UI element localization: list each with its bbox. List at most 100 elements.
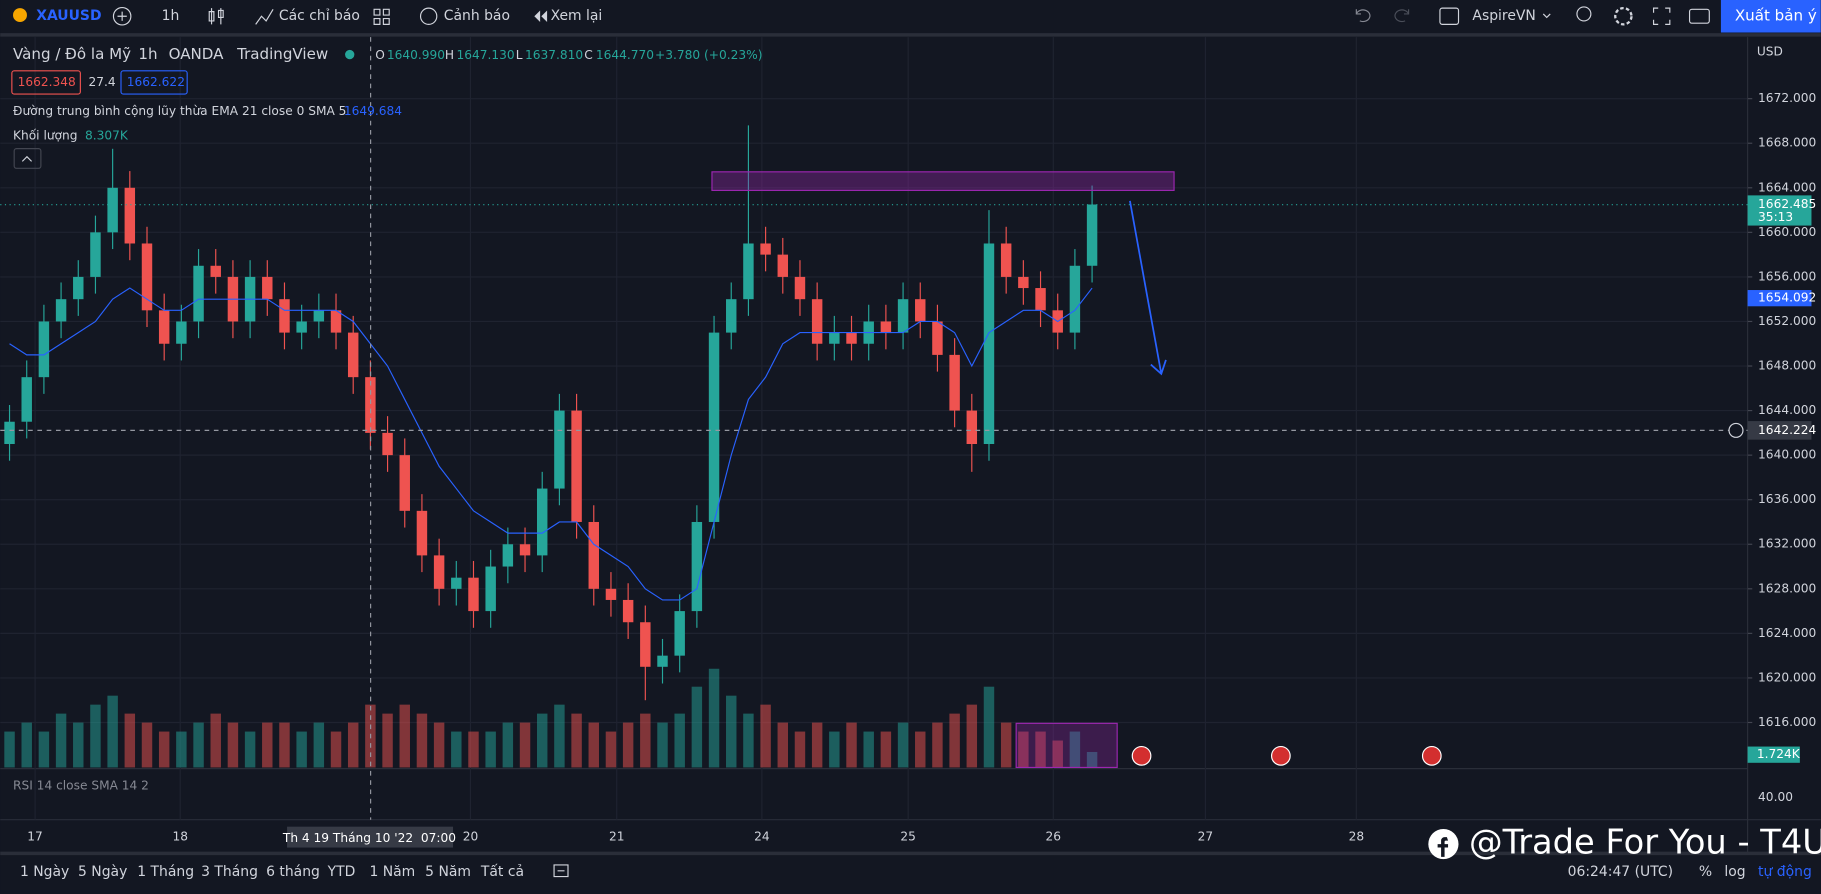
volume-bar — [141, 722, 153, 768]
y-tick-label: 1628.000 — [1758, 581, 1816, 595]
y-tick-label: 1660.000 — [1758, 225, 1816, 239]
facebook-f — [1437, 837, 1449, 857]
range-button[interactable]: 1 Tháng — [137, 864, 194, 880]
volume-bar — [244, 731, 256, 768]
candle-body — [932, 321, 943, 355]
range-button[interactable]: 1 Ngày — [20, 864, 69, 880]
account[interactable]: AspireVN — [1472, 8, 1535, 24]
chart-type-button[interactable] — [208, 8, 224, 25]
x-tick-label: 26 — [1046, 830, 1062, 844]
x-tick-label: 18 — [172, 830, 188, 844]
candle-body — [519, 544, 531, 556]
volume-bar — [657, 722, 668, 768]
percent-button[interactable]: % — [1699, 864, 1712, 880]
log-button[interactable]: log — [1724, 864, 1745, 880]
candle-body — [880, 321, 892, 333]
chevron — [1542, 13, 1551, 19]
bid: 1662.348 — [18, 75, 76, 89]
candle-body — [330, 310, 342, 333]
symbol-logo — [13, 8, 27, 23]
volume-zone — [1015, 722, 1118, 769]
ema-legend-value: 1649.684 — [344, 104, 402, 118]
alerts-button[interactable]: Cảnh báo — [444, 8, 510, 24]
layouts-button[interactable] — [373, 8, 390, 25]
range-button[interactable]: 3 Tháng — [201, 864, 258, 880]
snapshot-button[interactable] — [1688, 8, 1710, 24]
y-tick-label: 1668.000 — [1758, 136, 1816, 150]
volume-bar — [966, 704, 978, 768]
candle-body — [124, 187, 136, 244]
symbol-name: Vàng / Đô la Mỹ — [13, 45, 131, 63]
indicators-button[interactable]: Các chỉ báo — [279, 8, 360, 24]
y-tick-label: 1644.000 — [1758, 403, 1816, 417]
candle-body — [777, 254, 789, 277]
countdown: 35:13 — [1758, 210, 1793, 224]
event-icon[interactable] — [1421, 745, 1442, 766]
ohlc-label: L — [516, 48, 523, 62]
auto-button[interactable]: tự động — [1758, 864, 1812, 880]
interval-button[interactable]: 1h — [162, 8, 180, 24]
volume-bar — [124, 713, 136, 768]
volume-bar — [296, 731, 307, 768]
volume-bar — [1086, 751, 1098, 768]
volume-bar — [605, 731, 617, 768]
range-button[interactable]: 1 Năm — [369, 864, 415, 880]
range-button[interactable]: 5 Năm — [425, 864, 471, 880]
settings-button[interactable] — [1614, 6, 1633, 26]
event-icon[interactable] — [1131, 745, 1152, 766]
volume-bar — [554, 704, 565, 768]
range-button[interactable]: Tất cả — [480, 864, 524, 880]
volume-bar — [176, 731, 187, 768]
market-status — [345, 49, 355, 60]
redo-button[interactable] — [1394, 9, 1410, 23]
symbol[interactable]: XAUUSD — [36, 8, 101, 24]
currency[interactable]: USD — [1757, 45, 1783, 59]
volume-bar — [794, 731, 806, 768]
crosshair-time-label: Th 4 19 Tháng 10 '22 07:00 — [282, 831, 456, 845]
range-button[interactable]: YTD — [327, 864, 356, 880]
volume-bar — [915, 731, 926, 768]
volume-bar — [983, 686, 995, 768]
rsi-legend: RSI 14 close SMA 14 2 — [13, 779, 149, 793]
undo-button[interactable] — [1355, 9, 1371, 23]
volume-bar — [262, 722, 273, 768]
replay-button[interactable]: Xem lại — [551, 8, 603, 24]
volume-bar — [1018, 731, 1029, 768]
x-tick-label: 28 — [1349, 830, 1365, 844]
crosshair-price-label: 1642.224 — [1758, 423, 1816, 437]
candle-body — [107, 187, 118, 233]
range-button[interactable]: 6 tháng — [266, 864, 320, 880]
publish-button[interactable] — [1720, 0, 1821, 33]
publish-label[interactable]: Xuất bản ý tư — [1735, 7, 1821, 25]
fullscreen-button[interactable] — [1652, 7, 1671, 25]
layout-button[interactable] — [1439, 7, 1460, 25]
bid-box — [11, 70, 81, 95]
x-tick-label: 17 — [27, 830, 43, 844]
y-tick-label: 1664.000 — [1758, 180, 1816, 194]
volume-bar — [571, 713, 582, 768]
candle-body — [760, 243, 771, 255]
resistance-zone — [711, 171, 1175, 191]
indicators-icon — [255, 8, 274, 25]
range-button[interactable]: 5 Ngày — [78, 864, 127, 880]
ohlc-value: 1647.130 — [457, 48, 515, 62]
y-tick-label: 1672.000 — [1758, 91, 1816, 105]
collapse-button[interactable] — [13, 148, 42, 169]
ohlc-label: H — [445, 48, 454, 62]
candle-body — [141, 243, 153, 311]
search-button[interactable] — [1576, 6, 1592, 22]
add-symbol-button[interactable] — [112, 6, 132, 26]
volume-bar — [811, 722, 823, 768]
volume-bar — [1069, 731, 1081, 768]
goto-date-button[interactable] — [553, 864, 569, 878]
ohlc-label: O — [375, 48, 385, 62]
event-icon[interactable] — [1271, 745, 1291, 766]
candle-body — [605, 588, 617, 600]
candle-body — [451, 577, 462, 589]
watermark: @Trade For You - T4U — [1469, 823, 1821, 862]
candle-body — [897, 299, 909, 333]
volume-bar — [691, 686, 703, 768]
candle-body — [468, 577, 479, 612]
y-tick-label: 1624.000 — [1758, 626, 1816, 640]
volume-bar — [468, 731, 479, 768]
